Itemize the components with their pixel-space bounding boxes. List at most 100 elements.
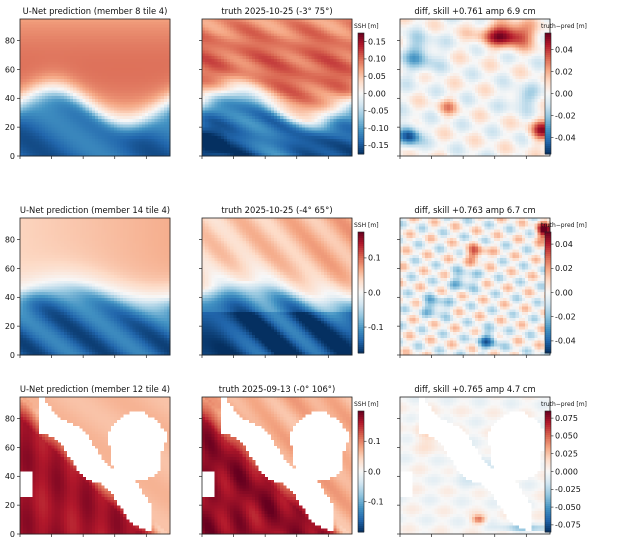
heatmap-cell [220,53,225,57]
heatmap-cell [286,90,290,94]
heatmap-cell [261,101,265,105]
heatmap-cell [120,150,124,154]
heatmap-cell [120,110,124,114]
heatmap-cell [245,64,250,68]
heatmap-cell [314,118,318,123]
heatmap-cell [295,141,300,145]
heatmap-cell [403,144,407,148]
heatmap-cell [82,76,86,80]
heatmap-cell [400,113,404,117]
heatmap-cell [217,98,222,103]
heatmap-cell [29,153,33,157]
heatmap-cell [51,110,55,114]
heatmap-cell [220,36,225,40]
heatmap-cell [289,76,293,80]
heatmap-cell [327,121,331,125]
heatmap-cell [339,96,343,100]
heatmap-cell [220,107,225,111]
heatmap-cell [23,73,27,77]
heatmap-cell [79,101,83,105]
heatmap-cell [63,136,68,140]
heatmap-cell [54,76,58,80]
heatmap-cell [32,38,36,43]
heatmap-cell [336,118,340,123]
heatmap-cell [298,144,303,148]
heatmap-cell [23,21,27,26]
heatmap-cell [63,90,68,94]
heatmap-cell [248,78,253,83]
heatmap-cell [305,144,309,148]
heatmap-cell [292,81,297,85]
heatmap-cell [258,96,262,100]
heatmap-cell [261,44,265,48]
heatmap-cell [280,64,284,68]
heatmap-cell [248,141,253,145]
heatmap-cell [29,78,33,83]
heatmap-cell [317,61,322,66]
heatmap-cell [409,50,413,54]
heatmap-cell [120,96,124,100]
heatmap-cell [217,150,222,154]
heatmap-cell [23,19,27,23]
heatmap-cell [333,27,337,31]
heatmap-cell [154,98,158,103]
heatmap-cell [406,93,410,97]
heatmap-cell [230,101,234,105]
heatmap-cell [270,50,275,54]
heatmap-cell [258,136,262,140]
heatmap-cell [223,96,228,100]
heatmap-cell [104,47,108,51]
heatmap-cell [333,124,337,128]
heatmap-cell [255,110,259,114]
heatmap-cell [148,101,152,105]
heatmap-cell [35,104,40,108]
heatmap-cell [70,113,74,117]
heatmap-cell [289,47,293,51]
heatmap-cell [41,47,46,51]
heatmap-cell [91,127,96,131]
heatmap-cell [336,136,340,140]
heatmap-cell [60,104,65,108]
heatmap-cell [227,136,231,140]
heatmap-cell [308,93,312,97]
heatmap-cell [348,116,353,120]
heatmap-cell [51,147,55,151]
heatmap-cell [151,38,155,43]
heatmap-cell [327,96,331,100]
heatmap-cell [252,130,256,134]
heatmap-cell [239,147,243,151]
heatmap-cell [113,84,118,88]
heatmap-cell [57,44,61,48]
heatmap-cell [129,36,133,40]
heatmap-cell [261,78,265,83]
heatmap-cell [289,141,293,145]
heatmap-cell [116,81,121,85]
heatmap-cell [107,93,111,97]
heatmap-cell [157,73,161,77]
heatmap-cell [120,58,124,63]
heatmap-cell [76,101,80,105]
heatmap-cell [98,61,102,66]
heatmap-cell [151,93,155,97]
heatmap-cell [113,98,118,103]
heatmap-cell [311,104,315,108]
heatmap-cell [418,81,423,85]
heatmap-cell [138,47,143,51]
heatmap-cell [145,87,149,91]
truth-panel: truth 2025-10-25 (-3° 75°) [199,6,353,159]
heatmap-cell [82,121,86,125]
heatmap-cell [220,147,225,151]
heatmap-cell [95,70,99,74]
heatmap-cell [409,90,413,94]
heatmap-cell [295,81,300,85]
heatmap-cell [66,93,71,97]
heatmap-cell [227,93,231,97]
heatmap-cell [205,133,209,137]
heatmap-cell [252,110,256,114]
heatmap-cell [252,33,256,37]
heatmap-cell [406,76,410,80]
heatmap-cell [145,147,149,151]
heatmap-cell [57,138,61,143]
heatmap-cell [88,84,93,88]
heatmap-cell [82,130,86,134]
